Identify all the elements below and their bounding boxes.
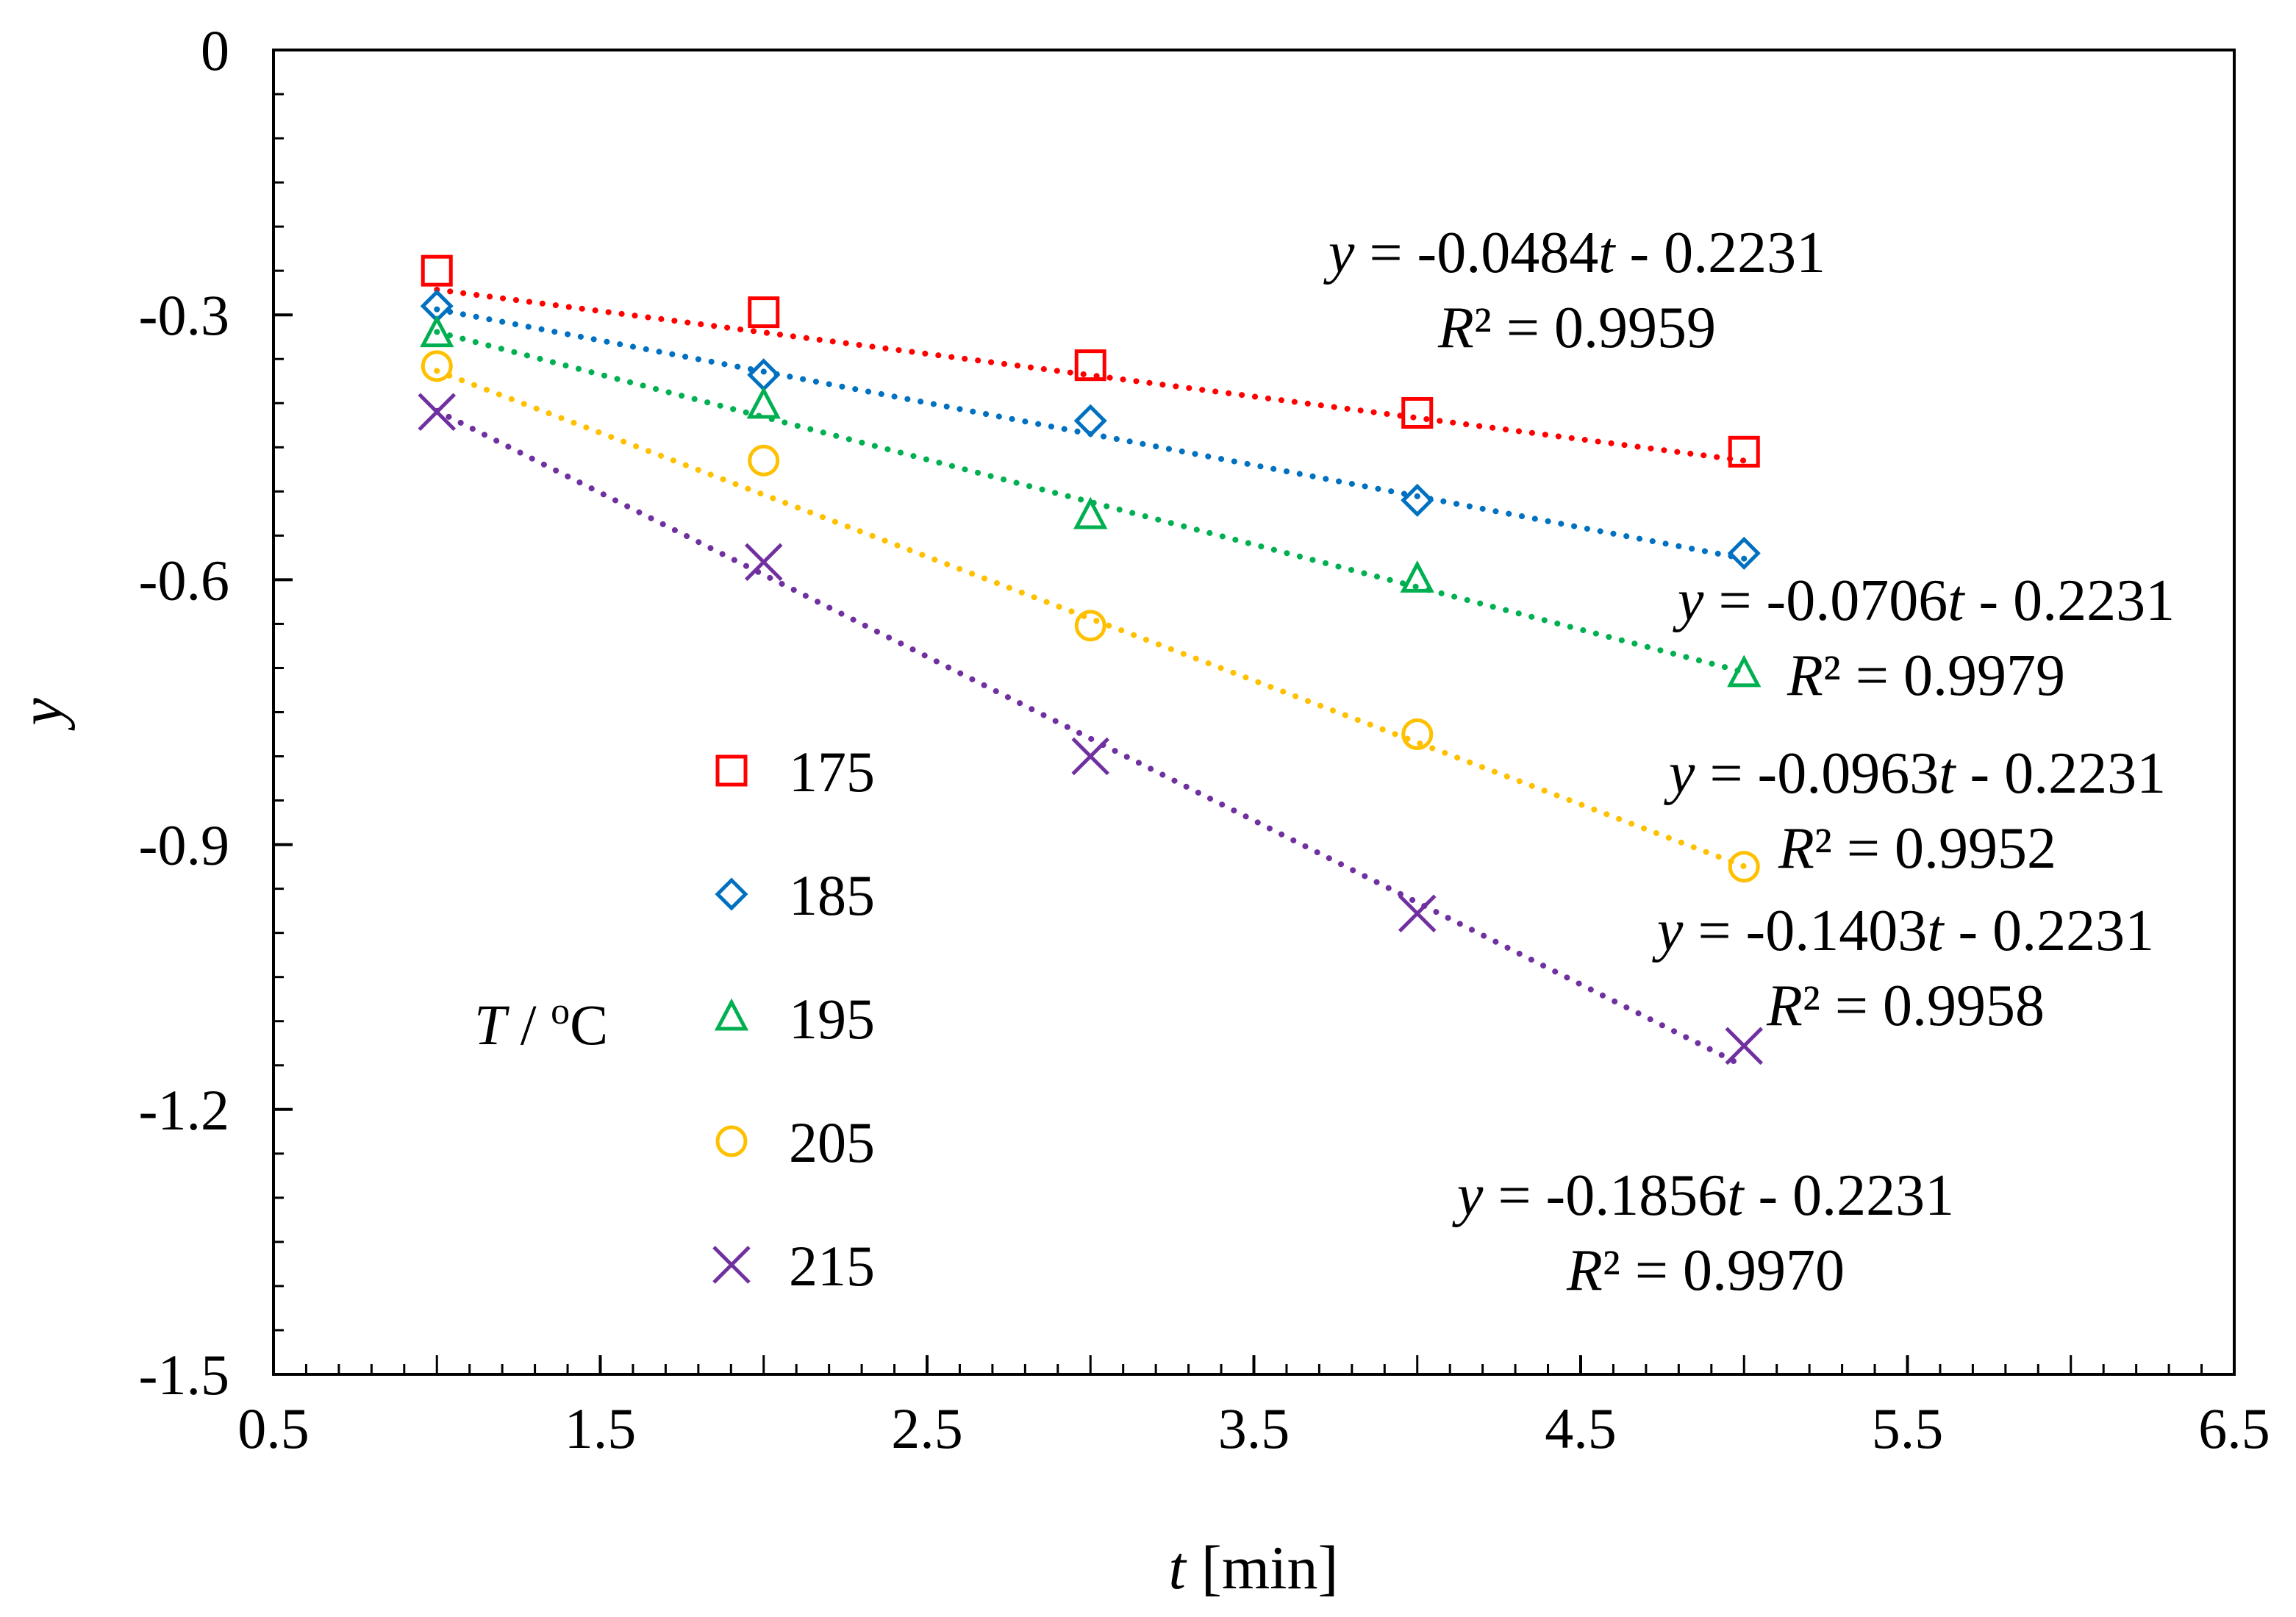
legend-marker-215	[712, 1246, 751, 1284]
x-tick-label: 6.5	[2198, 1396, 2270, 1460]
legend-marker-205	[715, 1125, 748, 1157]
trendline-205	[434, 368, 1748, 870]
x-tick-label: 1.5	[565, 1396, 637, 1460]
fit-r-squared-195: R² = 0.9952	[1778, 816, 2056, 881]
x-tick-label: 0.5	[237, 1396, 310, 1460]
y-tick-label: -0.9	[139, 813, 229, 877]
legend: 175 185 195 205 215 T / oC	[474, 740, 875, 1298]
data-point-215	[744, 543, 783, 582]
data-point-205	[748, 444, 780, 476]
fit-equation-215: y = -0.1856t - 0.2231	[1452, 1163, 1954, 1228]
fit-equation-205: y = -0.1403t - 0.2231	[1652, 899, 2154, 963]
data-point-215	[1398, 894, 1437, 933]
data-point-175	[421, 254, 453, 287]
data-point-205	[1728, 851, 1760, 883]
axis-ticks: 0.5 1.5 2.5 3.5 4.5 5.5 6.5 0 -0.3 -0.6 -0.9 -1.2 -1…	[139, 18, 2270, 1460]
fit-equation-185: y = -0.0706t - 0.2231	[1673, 568, 2175, 633]
data-point-215	[1725, 1027, 1764, 1065]
data-point-195	[1400, 560, 1434, 593]
trendline-215	[434, 407, 1748, 1070]
data-point-215	[418, 393, 457, 432]
x-tick-label: 5.5	[1872, 1396, 1944, 1460]
data-point-185	[747, 358, 781, 392]
trendline-195	[434, 329, 1748, 675]
fit-r-squared-175: R² = 0.9959	[1437, 296, 1716, 360]
fit-equation-195: y = -0.0963t - 0.2231	[1664, 741, 2166, 806]
data-point-175	[1401, 396, 1434, 429]
data-point-175	[1728, 435, 1760, 468]
data-point-195	[420, 315, 454, 348]
legend-label-195: 195	[789, 987, 875, 1051]
legend-label-215: 215	[789, 1234, 875, 1298]
data-point-185	[1073, 404, 1107, 438]
data-point-205	[421, 350, 453, 382]
legend-label-185: 185	[789, 863, 875, 927]
fit-r-squared-215: R² = 0.9970	[1566, 1238, 1845, 1303]
fit-equations: y = -0.0484t - 0.2231 R² = 0.9959 y = -0.0…	[1323, 221, 2175, 1303]
data-point-175	[1074, 349, 1106, 382]
data-point-185	[1727, 536, 1761, 570]
x-tick-label: 2.5	[891, 1396, 963, 1460]
fit-r-squared-205: R² = 0.9958	[1766, 974, 2045, 1038]
legend-marker-195	[714, 998, 749, 1031]
y-tick-label: 0	[201, 18, 229, 82]
data-point-205	[1074, 610, 1106, 642]
data-point-205	[1401, 718, 1434, 751]
data-point-195	[1727, 654, 1762, 688]
x-axis-title: t [min]	[1169, 1534, 1339, 1602]
legend-marker-175	[715, 754, 748, 787]
data-point-175	[748, 296, 780, 329]
legend-label-175: 175	[789, 740, 875, 804]
data-point-195	[1073, 496, 1108, 529]
fit-equation-175: y = -0.0484t - 0.2231	[1323, 221, 1825, 285]
y-tick-label: -0.6	[139, 548, 229, 612]
legend-title: T / oC	[474, 990, 608, 1057]
fit-r-squared-185: R² = 0.9979	[1787, 643, 2065, 708]
y-tick-label: -0.3	[139, 283, 229, 347]
legend-marker-185	[715, 877, 748, 911]
y-tick-label: -1.5	[139, 1343, 229, 1407]
data-markers	[418, 254, 1764, 1065]
y-axis-title: y	[7, 698, 76, 732]
legend-label-205: 205	[789, 1110, 875, 1174]
x-tick-label: 3.5	[1218, 1396, 1290, 1460]
data-point-185	[1401, 483, 1434, 517]
x-tick-label: 4.5	[1545, 1396, 1617, 1460]
y-tick-label: -1.2	[139, 1078, 229, 1142]
data-point-215	[1071, 737, 1110, 776]
data-point-195	[746, 386, 781, 419]
